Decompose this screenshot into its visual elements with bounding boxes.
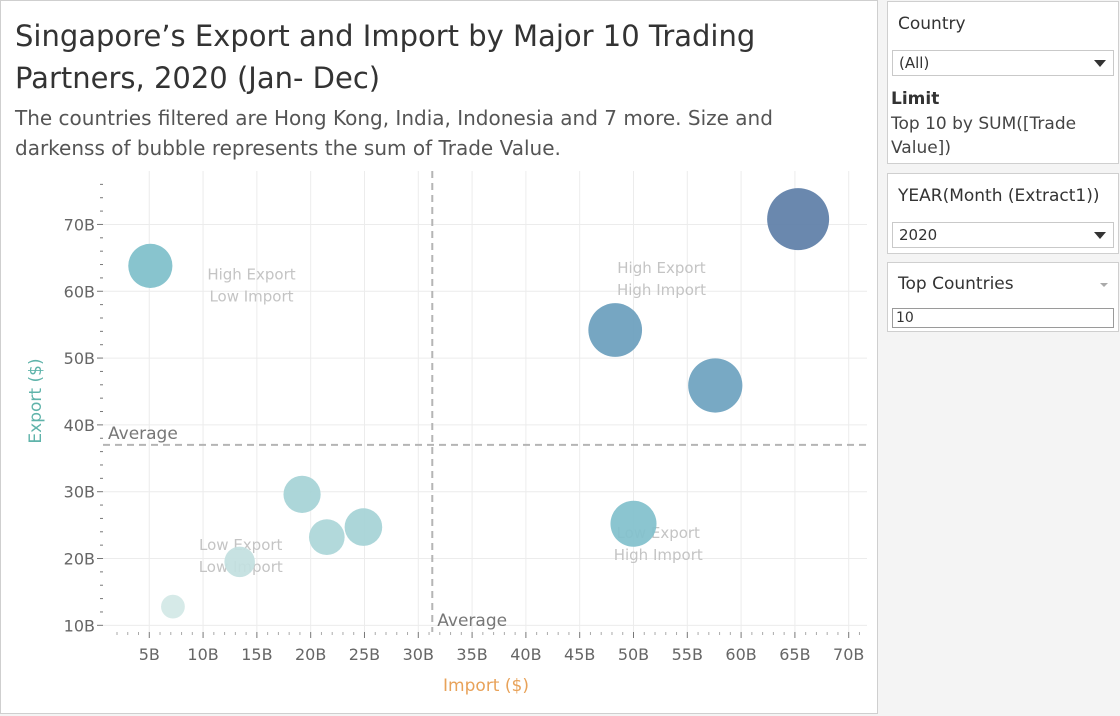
x-tick-label: 55B <box>672 645 703 664</box>
country-filter-title: Country <box>898 14 966 34</box>
quadrant-label-line2: Low Import <box>209 288 293 306</box>
country-dropdown-value: (All) <box>899 54 930 72</box>
x-tick-label: 60B <box>725 645 756 664</box>
x-tick-label: 70B <box>833 645 864 664</box>
quadrant-label-line2: High Import <box>617 281 706 299</box>
bubble-point <box>610 500 657 547</box>
x-tick-label: 45B <box>564 645 595 664</box>
bubble-chart: 10B 20B 30B 40B 50B 60B 70B 5B 10B 15B 20B 25B 30B 35… <box>26 171 867 696</box>
bubble-point <box>128 243 173 288</box>
bubble-point <box>161 594 185 619</box>
y-axis-title: Export ($) <box>26 358 46 443</box>
y-tick-label: 30B <box>64 483 95 502</box>
quadrant-label-line1: High Export <box>207 266 295 284</box>
chart-subtitle: The countries filtered are Hong Kong, In… <box>15 106 773 160</box>
country-dropdown[interactable]: (All) <box>892 50 1114 76</box>
y-tick-label: 60B <box>64 282 95 301</box>
quadrant-label-line1: High Export <box>617 259 705 277</box>
year-dropdown-value: 2020 <box>899 226 938 244</box>
quadrant-label-line1: Low Export <box>199 536 283 554</box>
x-tick-label: 5B <box>139 645 160 664</box>
x-axis-title: Import ($) <box>443 676 529 696</box>
x-average-label: Average <box>437 611 507 631</box>
year-filter-panel: YEAR(Month (Extract1)) 2020 <box>887 173 1119 254</box>
quadrant-label-line2: High Import <box>614 546 703 564</box>
chevron-down-icon[interactable] <box>1087 223 1113 247</box>
y-average-label: Average <box>108 424 178 444</box>
bubble-point <box>224 546 255 578</box>
x-tick-label: 20B <box>295 645 326 664</box>
bubble-point <box>344 508 383 546</box>
top-countries-title: Top Countries <box>898 274 1014 294</box>
x-tick-label: 15B <box>241 645 272 664</box>
x-tick-label: 35B <box>456 645 487 664</box>
top-countries-panel: Top Countries <box>887 262 1119 332</box>
limit-label: Limit <box>891 89 940 109</box>
x-tick-label: 65B <box>779 645 810 664</box>
x-tick-label: 10B <box>187 645 218 664</box>
y-tick-label: 70B <box>64 215 95 234</box>
y-tick-label: 50B <box>64 349 95 368</box>
chevron-down-icon[interactable] <box>1087 51 1113 75</box>
y-tick-label: 40B <box>64 416 95 435</box>
limit-text: Top 10 by SUM([Trade Value]) <box>891 114 1077 158</box>
country-filter-panel: Country (All) Limit Top 10 by SUM([Trade… <box>887 1 1119 164</box>
y-tick-label: 20B <box>64 550 95 569</box>
y-tick-label: 10B <box>64 616 95 635</box>
bubble-point <box>283 475 321 513</box>
chart-worksheet: Singapore’s Export and Import by Major 1… <box>0 0 878 714</box>
x-tick-label: 40B <box>510 645 541 664</box>
chart-title: Singapore’s Export and Import by Major 1… <box>15 19 756 95</box>
x-tick-label: 25B <box>349 645 380 664</box>
bubble-point <box>688 358 743 413</box>
bubble-point <box>767 188 830 251</box>
year-filter-title: YEAR(Month (Extract1)) <box>898 186 1100 206</box>
x-tick-label: 50B <box>618 645 649 664</box>
chevron-down-icon[interactable] <box>1100 283 1108 287</box>
top-countries-input[interactable] <box>892 308 1114 328</box>
bubble-point <box>588 303 643 357</box>
year-dropdown[interactable]: 2020 <box>892 222 1114 248</box>
bubble-point <box>308 519 345 555</box>
x-tick-label: 30B <box>403 645 434 664</box>
